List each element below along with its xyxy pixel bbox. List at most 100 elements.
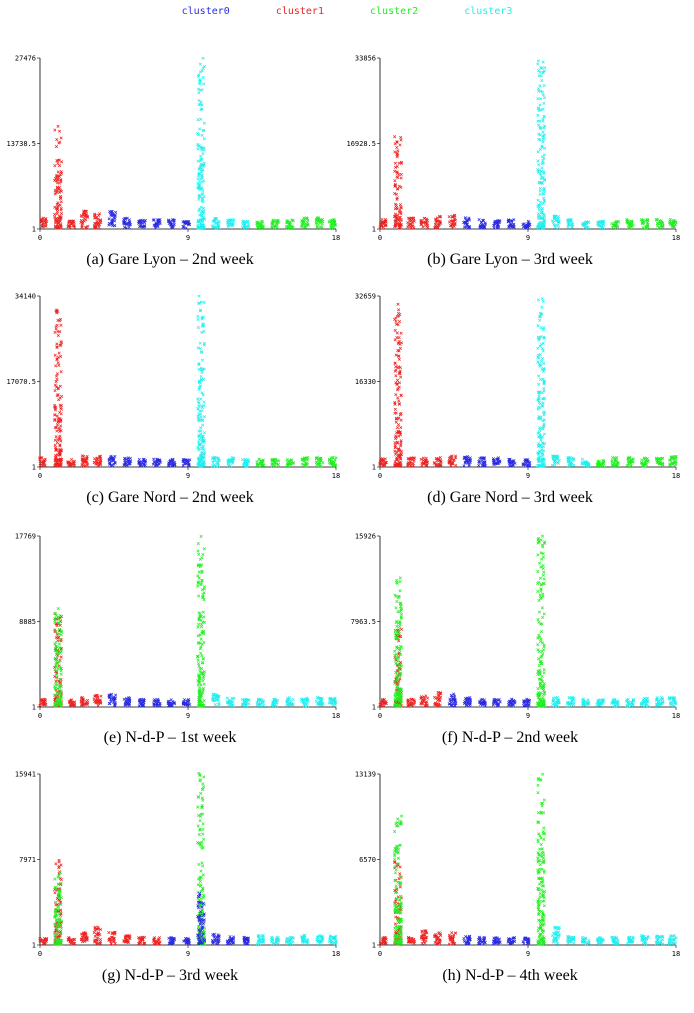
- data-point: [109, 699, 113, 704]
- data-point: [438, 703, 442, 707]
- data-point: [53, 616, 57, 621]
- data-point: [59, 439, 63, 443]
- data-point: [317, 217, 321, 221]
- data-point: [512, 225, 516, 229]
- data-point: [329, 222, 333, 226]
- data-point: [261, 225, 265, 230]
- data-point: [58, 403, 62, 407]
- data-point: [542, 410, 546, 414]
- data-point: [398, 460, 402, 465]
- data-point: [275, 701, 279, 705]
- data-point: [304, 225, 308, 229]
- data-point: [399, 331, 403, 335]
- data-point: [142, 463, 146, 467]
- panel-g: 1 7971 15941 0 9 18 (g) N-d-P – 3rd week: [0, 752, 340, 992]
- data-point: [537, 598, 541, 603]
- data-point: [542, 218, 546, 222]
- point-group: [536, 297, 547, 468]
- data-point: [113, 219, 117, 223]
- data-point: [198, 179, 202, 184]
- point-group: [300, 696, 310, 708]
- data-point: [394, 661, 398, 665]
- data-point: [200, 157, 204, 161]
- data-point: [396, 187, 400, 191]
- data-point: [198, 218, 202, 222]
- data-point: [95, 457, 99, 461]
- data-point: [198, 458, 202, 462]
- data-point: [54, 663, 58, 667]
- point-group: [196, 534, 207, 708]
- legend-cluster0: cluster0: [181, 6, 230, 17]
- data-point: [541, 563, 545, 568]
- data-point: [537, 451, 541, 456]
- data-point: [57, 436, 61, 440]
- point-group: [166, 457, 177, 468]
- data-point: [55, 137, 59, 142]
- data-point: [301, 701, 305, 705]
- data-point: [227, 459, 231, 463]
- x-tick-label: 9: [526, 472, 530, 480]
- point-group: [522, 697, 532, 708]
- data-point: [54, 912, 58, 916]
- data-point: [399, 160, 403, 164]
- data-point: [399, 612, 404, 616]
- data-point: [510, 219, 514, 223]
- data-point: [382, 463, 386, 467]
- data-point: [540, 426, 545, 430]
- data-point: [301, 222, 305, 226]
- data-point: [610, 222, 614, 226]
- data-point: [201, 691, 205, 695]
- data-point: [231, 697, 235, 701]
- data-point: [398, 369, 402, 373]
- data-point: [541, 704, 545, 708]
- data-point: [395, 175, 399, 179]
- data-point: [537, 180, 541, 184]
- data-point: [56, 920, 61, 925]
- x-tick-label: 9: [526, 234, 530, 242]
- data-point: [58, 898, 62, 902]
- data-point: [411, 458, 415, 462]
- data-point: [395, 170, 399, 174]
- data-point: [600, 461, 604, 466]
- data-point: [600, 702, 604, 706]
- point-group: [581, 220, 590, 230]
- data-point: [93, 934, 97, 938]
- data-point: [660, 456, 664, 460]
- data-point: [542, 699, 546, 703]
- data-point: [110, 222, 114, 227]
- data-point: [540, 435, 545, 439]
- data-point: [541, 130, 545, 134]
- data-point: [201, 676, 206, 680]
- data-point: [226, 218, 230, 223]
- data-point: [496, 226, 500, 230]
- data-point: [255, 459, 259, 464]
- data-point: [433, 226, 437, 230]
- data-point: [448, 459, 452, 463]
- data-point: [396, 341, 400, 345]
- data-point: [630, 703, 634, 707]
- data-point: [538, 576, 543, 580]
- data-point: [541, 419, 545, 423]
- data-point: [539, 169, 543, 173]
- data-point: [216, 222, 221, 226]
- point-group: [107, 930, 117, 946]
- data-point: [539, 587, 543, 591]
- data-point: [452, 696, 457, 700]
- data-point: [59, 136, 63, 140]
- data-point: [53, 192, 57, 196]
- data-point: [59, 669, 63, 673]
- data-point: [537, 390, 541, 394]
- data-point: [158, 701, 162, 706]
- data-point: [399, 426, 403, 430]
- data-point: [527, 461, 531, 465]
- data-point: [198, 614, 202, 618]
- point-group: [181, 219, 192, 230]
- data-point: [536, 298, 541, 302]
- point-group: [92, 454, 103, 468]
- data-point: [536, 346, 540, 350]
- data-point: [538, 681, 542, 685]
- y-tick-label: 8885: [19, 618, 36, 626]
- data-point: [536, 123, 541, 127]
- data-point: [435, 216, 439, 220]
- point-group: [285, 218, 295, 230]
